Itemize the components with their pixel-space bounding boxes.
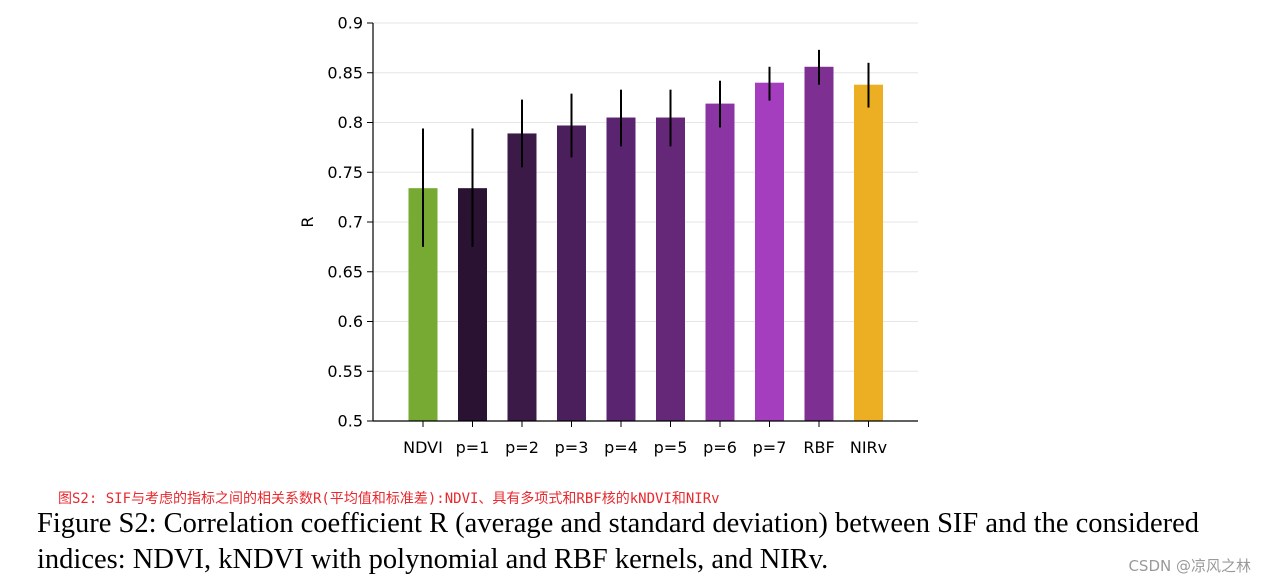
y-tick-label: 0.6 [338, 312, 363, 331]
gridlines [373, 22, 918, 422]
y-tick-label: 0.5 [338, 412, 363, 431]
x-tick-label: RBF [803, 438, 834, 457]
y-tick-label: 0.9 [338, 14, 363, 33]
y-axis-label: R [298, 216, 317, 227]
x-tick-label: p=5 [654, 438, 688, 457]
bar-p=5 [656, 117, 685, 422]
bar-chart: 0.5 0.55 0.6 0.65 0.7 0.75 0.8 0.85 0.9 NDVI p=1 p… [298, 14, 918, 457]
bar-RBF [804, 66, 834, 421]
bar-p=2 [507, 133, 537, 421]
x-tick-label: NIRv [850, 438, 887, 457]
x-tick-label: p=2 [505, 438, 539, 457]
x-tick-label: p=3 [555, 438, 589, 457]
bars [408, 66, 883, 422]
y-tick-label: 0.8 [338, 113, 363, 132]
y-ticks: 0.5 0.55 0.6 0.65 0.7 0.75 0.8 0.85 0.9 [327, 14, 373, 431]
bar-NIRv [854, 84, 883, 421]
y-tick-label: 0.7 [338, 213, 363, 232]
x-tick-label: p=4 [604, 438, 638, 457]
x-tick-label: NDVI [403, 438, 443, 457]
y-tick-label: 0.65 [327, 262, 363, 281]
y-tick-label: 0.55 [327, 362, 363, 381]
x-tick-label: p=7 [753, 438, 787, 457]
y-tick-label: 0.85 [327, 63, 363, 82]
x-ticks: NDVI p=1 p=2 p=3 p=4 p=5 p=6 p=7 RBF NIRv [403, 421, 887, 457]
watermark: CSDN @凉风之林 [1128, 557, 1251, 575]
chinese-caption: 图S2: SIF与考虑的指标之间的相关系数R(平均值和标准差):NDVI、具有多… [58, 491, 720, 507]
y-tick-label: 0.75 [327, 163, 363, 182]
bar-p=4 [606, 117, 636, 422]
x-tick-label: p=6 [703, 438, 737, 457]
bar-p=3 [557, 125, 586, 422]
bar-p=7 [755, 82, 784, 421]
x-tick-label: p=1 [456, 438, 490, 457]
bar-p=6 [705, 103, 735, 421]
error-bars [422, 49, 870, 247]
english-caption: Figure S2: Correlation coefficient R (av… [37, 508, 1200, 575]
